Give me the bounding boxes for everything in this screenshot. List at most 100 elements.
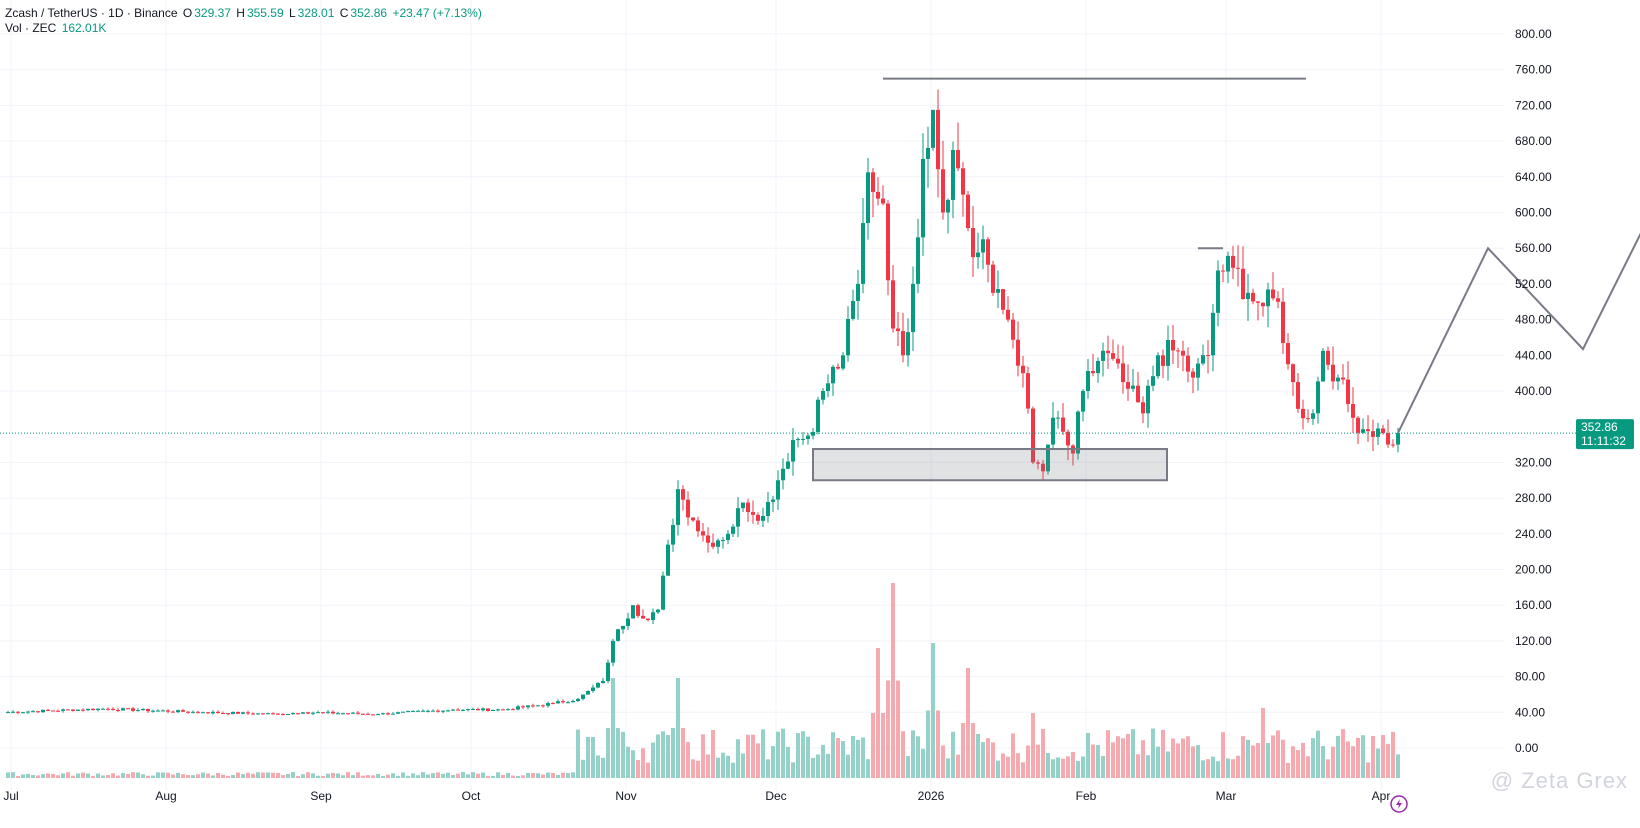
candle-body: [1041, 463, 1045, 472]
volume-bar: [966, 668, 970, 778]
volume-bar: [81, 772, 85, 778]
candle-body: [1356, 417, 1360, 433]
price-axis[interactable]: 800.00 760.00 720.00 680.00 640.00 600.00 560.…: [1515, 27, 1552, 755]
volume-bar: [1211, 756, 1215, 778]
volume-bar: [571, 772, 575, 778]
candle-body: [731, 526, 735, 534]
candle-body: [911, 283, 915, 333]
volume-bar: [1236, 755, 1240, 778]
volume-bar: [1281, 739, 1285, 778]
volume-bar: [441, 773, 445, 778]
volume-bar: [1311, 738, 1315, 778]
volume-bar: [596, 755, 600, 778]
candle-body: [856, 283, 860, 302]
volume-bar: [636, 760, 640, 778]
volume-bar: [651, 742, 655, 778]
volume-bar: [1151, 728, 1155, 778]
volume-bar: [431, 773, 435, 778]
candle-body: [566, 702, 570, 704]
volume-bar: [371, 775, 375, 778]
candle-body: [916, 237, 920, 284]
x-tick-label: Apr: [1372, 789, 1391, 803]
volume-bar: [931, 643, 935, 778]
candle-body: [551, 703, 555, 705]
candle-body: [941, 169, 945, 213]
candle-body: [536, 705, 540, 707]
volume-bar: [1066, 756, 1070, 778]
volume-bar: [1201, 760, 1205, 778]
candle-body: [1216, 270, 1220, 313]
candle-body: [581, 694, 585, 699]
candle-body: [651, 612, 655, 621]
candle-body: [811, 432, 815, 436]
volume-bar: [36, 775, 40, 778]
candle-body: [386, 713, 390, 715]
candle-body: [976, 252, 980, 258]
volume-bar: [1096, 745, 1100, 778]
candle-body: [166, 710, 170, 712]
candle-body: [1056, 417, 1060, 419]
candle-body: [836, 366, 840, 369]
volume-legend[interactable]: Vol · ZEC 162.01K: [5, 21, 108, 35]
volume-bar: [1296, 750, 1300, 778]
candle-body: [1146, 385, 1150, 414]
volume-bar: [951, 731, 955, 778]
candle-body: [311, 712, 315, 714]
volume-bar: [831, 732, 835, 778]
candle-body: [671, 524, 675, 545]
volume-bar: [46, 773, 50, 778]
symbol-title[interactable]: Zcash / TetherUS · 1D · Binance: [5, 6, 178, 20]
volume-bar: [231, 774, 235, 778]
time-axis[interactable]: Jul Aug Sep Oct Nov Dec 2026 Feb Mar Apr: [3, 789, 1390, 803]
volume-bar: [1081, 756, 1085, 778]
candle-body: [1036, 462, 1040, 464]
watermark: @ Zeta Grex: [1490, 768, 1628, 793]
candle-body: [1381, 428, 1385, 434]
projection-path: [1397, 232, 1640, 434]
chart-grid: [0, 0, 1505, 790]
candle-body: [841, 355, 845, 369]
candle-body: [371, 714, 375, 716]
candle-body: [476, 708, 480, 711]
y-tick-label: 160.00: [1515, 598, 1552, 612]
volume-bar: [1141, 740, 1145, 778]
volume-bar: [236, 772, 240, 778]
volume-bar: [191, 775, 195, 778]
candle-body: [361, 713, 365, 715]
volume-bar: [1001, 753, 1005, 778]
candle-body: [491, 709, 495, 711]
volume-bar: [671, 728, 675, 778]
candle-body: [886, 203, 890, 281]
candle-body: [1236, 267, 1240, 269]
volume-bar: [736, 739, 740, 778]
volume-bar: [1146, 755, 1150, 778]
volume-bar: [741, 753, 745, 778]
candle-body: [576, 698, 580, 701]
candle-body: [481, 708, 485, 711]
candle-body: [846, 318, 850, 356]
candle-body: [496, 709, 500, 711]
volume-bar: [1136, 754, 1140, 778]
volume-bar: [1366, 762, 1370, 778]
x-tick-label: 2026: [918, 789, 945, 803]
volume-bar: [641, 748, 645, 778]
volume-bar: [1061, 758, 1065, 778]
candle-body: [946, 199, 950, 213]
volume-bar: [416, 775, 420, 778]
volume-bar: [121, 773, 125, 778]
candle-body: [326, 711, 330, 713]
candle-body: [1006, 309, 1010, 320]
candle-body: [281, 714, 285, 716]
volume-bar: [1246, 739, 1250, 778]
volume-bar: [141, 774, 145, 778]
volume-bar: [686, 742, 690, 778]
candle-body: [696, 520, 700, 532]
symbol-legend[interactable]: Zcash / TetherUS · 1D · Binance O 329.37 …: [5, 6, 484, 20]
candle-body: [826, 383, 830, 391]
volume-bar: [906, 756, 910, 778]
candle-body: [1016, 339, 1020, 366]
candle-body: [591, 687, 595, 691]
candle-body: [831, 366, 835, 384]
candle-body: [346, 713, 350, 715]
